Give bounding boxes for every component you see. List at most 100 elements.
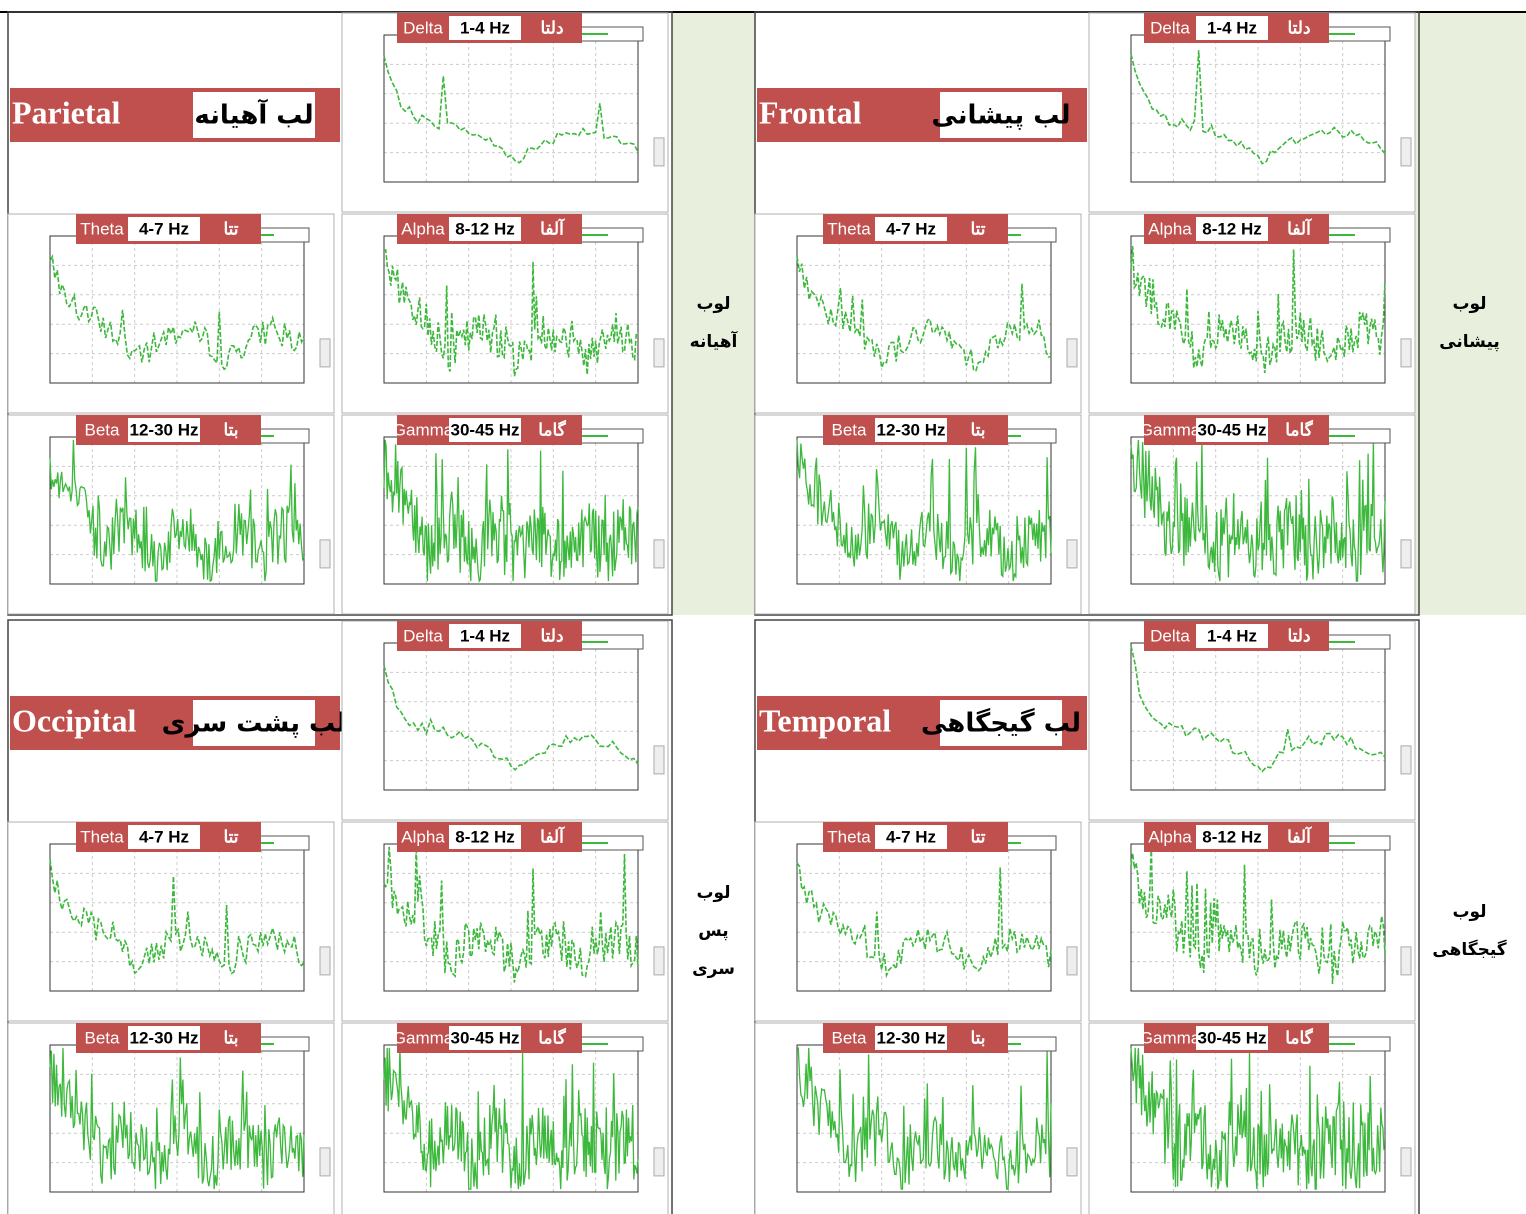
band-range: 8-12 Hz bbox=[1202, 827, 1262, 846]
band-name: Beta bbox=[85, 1028, 121, 1047]
band-label: تتا bbox=[223, 827, 238, 846]
band-range-bg bbox=[449, 1026, 521, 1050]
scroll bbox=[653, 338, 665, 368]
scroll bbox=[1066, 539, 1078, 569]
band-range: 30-45 Hz bbox=[451, 1028, 520, 1047]
band-range: 12-30 Hz bbox=[877, 420, 946, 439]
band-name: Theta bbox=[80, 827, 124, 846]
scroll bbox=[1066, 1147, 1078, 1177]
band-label: دلتا bbox=[540, 18, 563, 37]
scroll bbox=[1400, 539, 1412, 569]
band-label: آلفا bbox=[1287, 217, 1312, 238]
side-bg bbox=[1413, 12, 1526, 615]
trace bbox=[49, 858, 305, 975]
trace bbox=[1130, 50, 1386, 165]
band-range: 8-12 Hz bbox=[455, 827, 515, 846]
trace bbox=[383, 846, 639, 983]
band-name: Alpha bbox=[1148, 219, 1192, 238]
scroll bbox=[319, 539, 331, 569]
scroll bbox=[1400, 137, 1412, 167]
scroll bbox=[653, 946, 665, 976]
side-label: لوب bbox=[1452, 902, 1486, 922]
band-range: 4-7 Hz bbox=[139, 827, 189, 846]
band-range-bg bbox=[1196, 1026, 1268, 1050]
band-label: بتا bbox=[970, 1028, 985, 1047]
band-range-bg bbox=[449, 825, 521, 849]
trace bbox=[383, 665, 639, 771]
band-name: Gamma bbox=[393, 420, 454, 439]
scroll bbox=[1400, 946, 1412, 976]
band-range-bg bbox=[449, 16, 521, 40]
trace bbox=[49, 1047, 305, 1190]
lobe-name: Parietal bbox=[12, 94, 121, 130]
band-range: 4-7 Hz bbox=[886, 219, 936, 238]
band-label: گاما bbox=[1285, 419, 1313, 439]
lobe-title: لب پشت سری bbox=[162, 709, 347, 739]
band-name: Delta bbox=[1150, 626, 1190, 645]
trace bbox=[1130, 645, 1386, 773]
side-label: لوب bbox=[1452, 294, 1486, 314]
band-range-bg bbox=[875, 418, 947, 442]
band-name: Beta bbox=[832, 1028, 868, 1047]
trace bbox=[1130, 246, 1386, 374]
plot-panel bbox=[341, 12, 669, 213]
band-range-bg bbox=[1196, 624, 1268, 648]
scroll bbox=[319, 338, 331, 368]
scroll bbox=[653, 745, 665, 775]
band-label: دلتا bbox=[540, 626, 563, 645]
title-box bbox=[940, 92, 1062, 138]
band-label: گاما bbox=[1285, 1027, 1313, 1047]
band-range: 1-4 Hz bbox=[1207, 18, 1257, 37]
plot-panel bbox=[1088, 620, 1416, 821]
band-label: آلفا bbox=[1287, 825, 1312, 846]
scroll bbox=[1400, 745, 1412, 775]
band-range-bg bbox=[1196, 825, 1268, 849]
plot-panel bbox=[341, 821, 669, 1022]
lobe-title: لب آهیانه bbox=[194, 99, 313, 131]
side-label: آهیانه bbox=[690, 330, 739, 352]
lobe-name: Frontal bbox=[759, 94, 862, 130]
trace bbox=[383, 248, 638, 377]
trace bbox=[797, 1047, 1052, 1190]
band-name: Alpha bbox=[401, 827, 445, 846]
lobe-title: لب گیجگاهی bbox=[921, 708, 1081, 739]
side-label: لوب bbox=[696, 883, 730, 903]
band-range-bg bbox=[128, 418, 200, 442]
lobe-name: Occipital bbox=[12, 702, 137, 738]
title-box bbox=[193, 92, 315, 138]
scroll bbox=[1400, 1147, 1412, 1177]
band-label: بتا bbox=[223, 420, 238, 439]
band-name: Theta bbox=[80, 219, 124, 238]
lobe-title: لب پیشانی bbox=[931, 101, 1070, 131]
side-bg bbox=[672, 12, 755, 615]
band-name: Delta bbox=[1150, 18, 1190, 37]
side-label: لوب bbox=[696, 294, 730, 314]
scroll bbox=[1066, 946, 1078, 976]
band-range-bg bbox=[449, 624, 521, 648]
band-name: Alpha bbox=[401, 219, 445, 238]
band-label: گاما bbox=[538, 1027, 566, 1047]
band-range-bg bbox=[1196, 418, 1268, 442]
plot-panel bbox=[341, 620, 669, 821]
scroll bbox=[1400, 338, 1412, 368]
band-label: تتا bbox=[970, 219, 985, 238]
band-name: Beta bbox=[832, 420, 868, 439]
band-name: Delta bbox=[403, 18, 443, 37]
band-label: آلفا bbox=[540, 825, 565, 846]
band-name: Delta bbox=[403, 626, 443, 645]
band-label: تتا bbox=[970, 827, 985, 846]
band-range: 30-45 Hz bbox=[1198, 420, 1267, 439]
plot-panel bbox=[754, 821, 1082, 1022]
scroll bbox=[653, 137, 665, 167]
title-box bbox=[940, 700, 1062, 746]
plot-panel bbox=[754, 414, 1082, 615]
trace bbox=[383, 55, 639, 164]
trace bbox=[1130, 439, 1386, 582]
band-range: 12-30 Hz bbox=[877, 1028, 946, 1047]
band-range-bg bbox=[875, 1026, 947, 1050]
band-label: گاما bbox=[538, 419, 566, 439]
band-label: بتا bbox=[970, 420, 985, 439]
band-range-bg bbox=[128, 1026, 200, 1050]
trace bbox=[796, 256, 1052, 372]
